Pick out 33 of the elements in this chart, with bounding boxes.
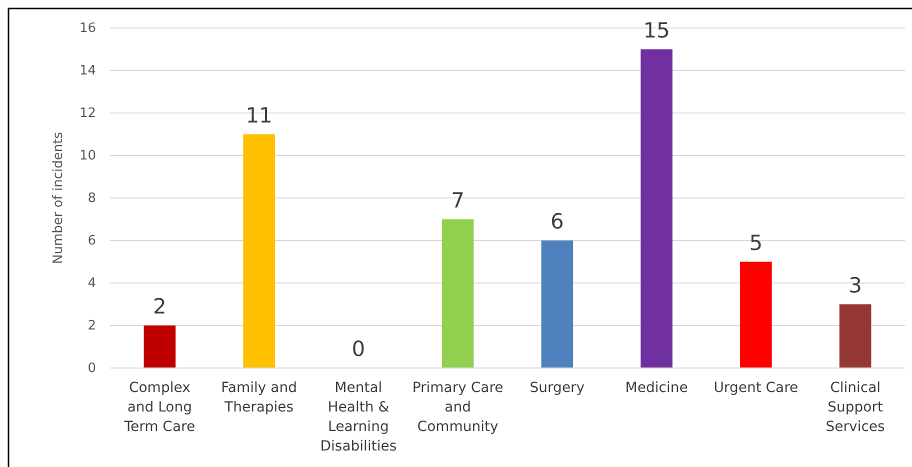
data-label: 11 xyxy=(246,103,272,128)
y-tick-label: 6 xyxy=(88,234,96,249)
y-tick-label: 14 xyxy=(79,64,96,79)
bar xyxy=(541,240,574,368)
y-tick-label: 2 xyxy=(88,318,96,334)
x-tick-label: Complex and Long Term Care xyxy=(123,380,196,435)
x-tick-label: Clinical Support Services xyxy=(826,380,885,435)
x-tick-label: Primary Care and Community xyxy=(412,380,504,435)
y-tick-label: 12 xyxy=(79,106,96,122)
x-tick-label: Mental Health & Learning Disabilities xyxy=(320,380,397,454)
data-label: 0 xyxy=(352,337,366,361)
bar xyxy=(740,262,772,368)
data-label: 15 xyxy=(643,18,670,42)
data-label: 2 xyxy=(153,294,166,318)
data-label: 5 xyxy=(749,230,763,255)
data-label: 7 xyxy=(451,188,464,212)
x-tick-label: Surgery xyxy=(530,380,585,396)
y-tick-label: 4 xyxy=(88,276,96,292)
bar xyxy=(243,134,275,368)
data-label: 3 xyxy=(848,273,862,298)
bar xyxy=(640,49,672,368)
bar xyxy=(144,326,176,368)
y-tick-label: 8 xyxy=(88,191,96,206)
y-tick-label: 10 xyxy=(79,148,96,164)
bar xyxy=(442,219,474,368)
y-tick-label: 16 xyxy=(79,21,96,36)
y-tick-label: 0 xyxy=(88,361,96,376)
x-tick-label: Urgent Care xyxy=(714,380,798,396)
data-label: 6 xyxy=(550,210,564,234)
bar xyxy=(839,304,872,368)
x-tick-label: Medicine xyxy=(625,380,688,396)
x-tick-label: Family and Therapies xyxy=(221,380,297,416)
y-axis-title: Number of incidents xyxy=(51,132,66,264)
